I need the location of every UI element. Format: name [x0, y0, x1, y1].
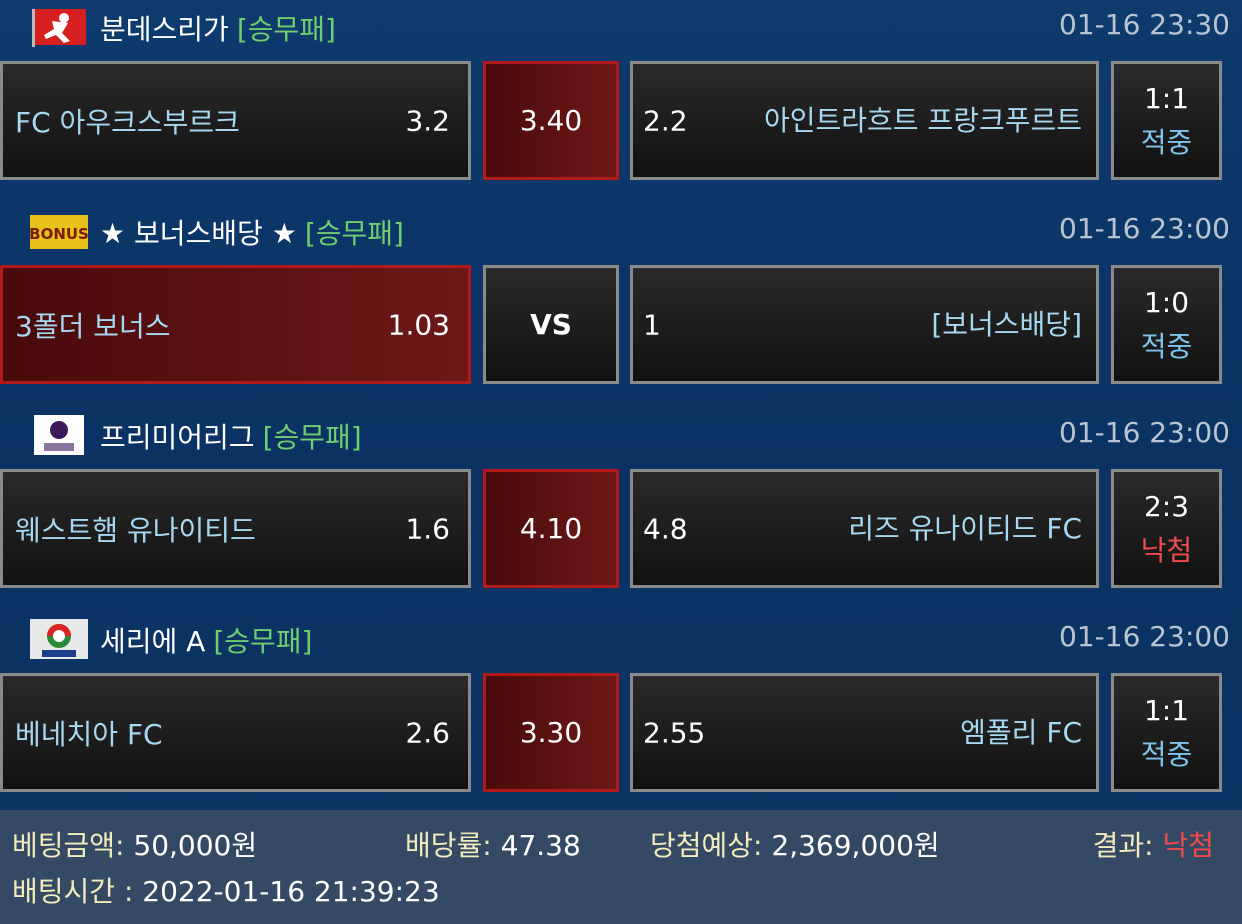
bet-amount: 베팅금액: 50,000원	[12, 824, 257, 864]
bet-summary: 베팅금액: 50,000원 배당률: 47.38 당첨예상: 2,369,000…	[0, 810, 1242, 924]
home-odds-button[interactable]: FC 아우크스부르크 3.2	[0, 61, 471, 180]
bet-time: 배팅시간 : 2022-01-16 21:39:23	[12, 870, 440, 910]
match-result: 적중	[1140, 125, 1193, 159]
draw-odds-button[interactable]: VS	[483, 265, 619, 384]
expected-value: 2,369,000원	[771, 829, 940, 862]
home-odds-button[interactable]: 웨스트햄 유나이티드 1.6	[0, 469, 471, 588]
match-header: 세리에 A [승무패] 01-16 23:00	[0, 612, 1242, 664]
league-label: ★ 보너스배당 ★	[100, 217, 297, 250]
svg-text:BONUS: BONUS	[30, 225, 88, 243]
bet-type: [승무패]	[262, 421, 362, 454]
away-odds-button[interactable]: 1 [보너스배당]	[630, 265, 1099, 384]
match-time: 01-16 23:30	[1059, 8, 1230, 41]
match-result: 낙첨	[1140, 533, 1193, 567]
away-team: [보너스배당]	[931, 307, 1082, 341]
match-row: 세리에 A [승무패] 01-16 23:00 베네치아 FC 2.6 3.30 …	[0, 612, 1242, 816]
draw-odds-button[interactable]: 3.30	[483, 673, 619, 792]
result-value: 낙첨	[1162, 829, 1214, 862]
bet-type: [승무패]	[236, 13, 336, 46]
home-odds-button[interactable]: 베네치아 FC 2.6	[0, 673, 471, 792]
league-name: 분데스리가 [승무패]	[100, 8, 336, 48]
away-odds-button[interactable]: 2.55 엠폴리 FC	[630, 673, 1099, 792]
odds: 배당률: 47.38	[405, 824, 581, 864]
match-time: 01-16 23:00	[1059, 416, 1230, 449]
score: 1:0	[1143, 285, 1190, 319]
score-box: 1:1 적중	[1111, 673, 1222, 792]
league-name: 세리에 A [승무패]	[100, 620, 312, 660]
draw-odds-button[interactable]: 3.40	[483, 61, 619, 180]
bet-time-label: 배팅시간 :	[12, 875, 134, 908]
draw-odd: 3.40	[519, 104, 583, 137]
away-odds-button[interactable]: 4.8 리즈 유나이티드 FC	[630, 469, 1099, 588]
home-odd: 1.03	[387, 308, 450, 341]
score: 1:1	[1143, 693, 1190, 727]
away-odd: 1	[643, 308, 661, 341]
expected-label: 당첨예상:	[650, 829, 763, 862]
match-time: 01-16 23:00	[1059, 212, 1230, 245]
league-name: 프리미어리그 [승무패]	[100, 416, 362, 456]
home-team: 베네치아 FC	[15, 717, 163, 751]
odds-value: 47.38	[500, 829, 581, 862]
premier-league-logo	[30, 415, 88, 455]
serie-a-logo	[30, 619, 88, 659]
match-result: 적중	[1140, 329, 1193, 363]
away-team: 아인트라흐트 프랑크푸르트	[763, 103, 1082, 137]
result-label: 결과:	[1092, 829, 1154, 862]
match-header: 분데스리가 [승무패] 01-16 23:30	[0, 0, 1242, 52]
score: 1:1	[1143, 81, 1190, 115]
score-box: 2:3 낙첨	[1111, 469, 1222, 588]
draw-odd: 4.10	[519, 512, 583, 545]
score-box: 1:0 적중	[1111, 265, 1222, 384]
home-odds-button[interactable]: 3폴더 보너스 1.03	[0, 265, 471, 384]
away-odd: 2.55	[643, 716, 706, 749]
away-team: 엠폴리 FC	[960, 715, 1082, 749]
home-team: 웨스트햄 유나이티드	[15, 513, 256, 547]
score-box: 1:1 적중	[1111, 61, 1222, 180]
league-label: 프리미어리그	[100, 421, 255, 454]
bet-time-value: 2022-01-16 21:39:23	[142, 875, 440, 908]
draw-odd: VS	[530, 308, 572, 341]
match-row: 분데스리가 [승무패] 01-16 23:30 FC 아우크스부르크 3.2 3.…	[0, 0, 1242, 204]
bet-amount-value: 50,000원	[133, 829, 258, 862]
league-label: 세리에 A	[100, 625, 206, 658]
match-header: BONUS ★ 보너스배당 ★ [승무패] 01-16 23:00	[0, 204, 1242, 256]
bet-type: [승무패]	[213, 625, 313, 658]
away-odds-button[interactable]: 2.2 아인트라흐트 프랑크푸르트	[630, 61, 1099, 180]
league-label: 분데스리가	[100, 13, 229, 46]
expected-win: 당첨예상: 2,369,000원	[650, 824, 940, 864]
away-team: 리즈 유나이티드 FC	[848, 511, 1082, 545]
home-odd: 3.2	[405, 104, 450, 137]
bet-type: [승무패]	[304, 217, 404, 250]
home-odd: 1.6	[405, 512, 450, 545]
match-time: 01-16 23:00	[1059, 620, 1230, 653]
odds-label: 배당률:	[405, 829, 492, 862]
bundesliga-logo	[30, 7, 88, 47]
home-odd: 2.6	[405, 716, 450, 749]
away-odd: 2.2	[643, 104, 688, 137]
match-row: 프리미어리그 [승무패] 01-16 23:00 웨스트햄 유나이티드 1.6 4…	[0, 408, 1242, 612]
home-team: 3폴더 보너스	[15, 309, 171, 343]
league-name: ★ 보너스배당 ★ [승무패]	[100, 212, 404, 252]
score: 2:3	[1143, 489, 1190, 523]
match-row: BONUS ★ 보너스배당 ★ [승무패] 01-16 23:00 3폴더 보너스…	[0, 204, 1242, 408]
away-odd: 4.8	[643, 512, 688, 545]
match-result: 적중	[1140, 737, 1193, 771]
home-team: FC 아우크스부르크	[15, 105, 240, 139]
bonus-logo: BONUS	[29, 211, 89, 251]
draw-odd: 3.30	[519, 716, 583, 749]
bet-amount-label: 베팅금액:	[12, 829, 125, 862]
draw-odds-button[interactable]: 4.10	[483, 469, 619, 588]
match-header: 프리미어리그 [승무패] 01-16 23:00	[0, 408, 1242, 460]
result: 결과: 낙첨	[1093, 824, 1214, 864]
